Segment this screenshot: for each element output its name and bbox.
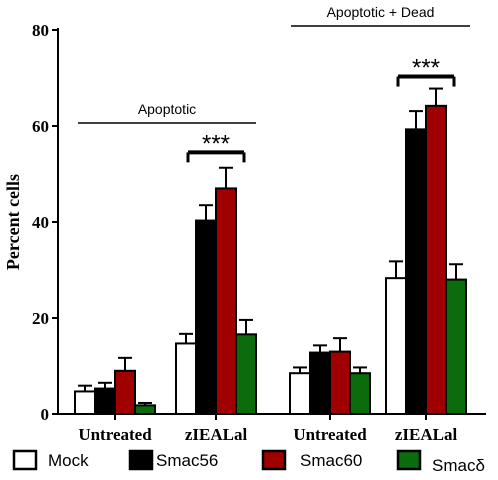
x-tick-label: zIEALal — [395, 425, 458, 444]
bar-mock — [385, 277, 407, 415]
legend-swatch — [12, 449, 38, 471]
bar-smac60 — [215, 187, 237, 415]
bar-smac56 — [94, 387, 116, 415]
bar-mock — [175, 342, 197, 415]
x-tick-label: zIEALal — [185, 425, 248, 444]
legend-label: Mock — [48, 451, 89, 470]
significance-label: *** — [412, 55, 440, 82]
legend-label: Smac60 — [300, 451, 362, 470]
bar-smac — [235, 333, 257, 416]
legend-swatch — [261, 449, 287, 471]
legend-label: Smacδ — [432, 456, 485, 475]
bar-smac56 — [195, 219, 217, 415]
legend-swatch — [128, 449, 154, 471]
significance-label: *** — [202, 130, 230, 157]
x-tick-label: Untreated — [293, 425, 367, 444]
y-axis-label: Percent cells — [3, 174, 23, 270]
bar-smac — [445, 278, 467, 415]
legend-swatch — [396, 449, 422, 471]
y-tick-label: 20 — [32, 309, 49, 328]
y-tick-label: 60 — [32, 117, 49, 136]
legend-label: Smac56 — [156, 451, 218, 470]
bar-smac56 — [309, 351, 331, 415]
bar-mock — [74, 390, 96, 416]
y-tick-label: 80 — [32, 21, 49, 40]
bar-mock — [289, 372, 311, 416]
bar-smac — [349, 372, 371, 416]
bar-smac60 — [114, 369, 136, 415]
bar-smac — [134, 404, 156, 415]
bar-smac56 — [405, 128, 427, 416]
group-label: Apoptotic + Dead — [327, 4, 435, 20]
bar-smac60 — [425, 104, 447, 415]
y-tick-label: 40 — [32, 213, 49, 232]
y-tick-label: 0 — [41, 405, 50, 424]
x-tick-label: Untreated — [78, 425, 152, 444]
group-label: Apoptotic — [138, 101, 196, 117]
bar-smac60 — [329, 350, 351, 416]
